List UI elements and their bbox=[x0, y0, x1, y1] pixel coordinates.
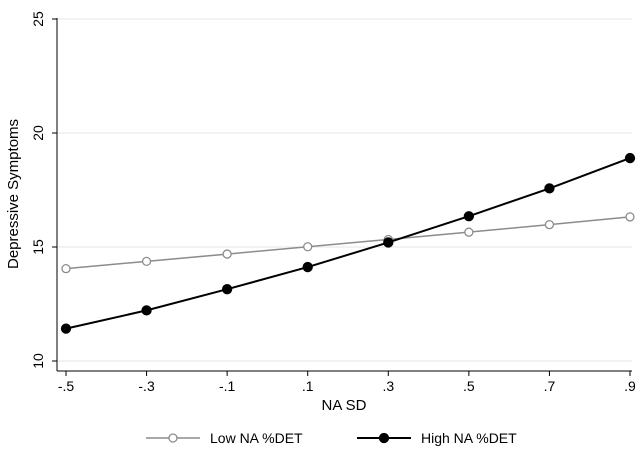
x-ticks: -.5 -.3 -.1 .1 .3 .5 .7 .9 bbox=[58, 371, 636, 394]
x-tick-label: -.3 bbox=[138, 378, 155, 394]
x-tick-label: -.5 bbox=[58, 378, 75, 394]
series-line bbox=[65, 216, 631, 270]
data-point bbox=[141, 256, 152, 267]
data-point bbox=[463, 211, 475, 222]
data-point bbox=[624, 152, 636, 164]
y-axis-title: Depressive Symptoms bbox=[5, 119, 22, 269]
data-point bbox=[303, 242, 313, 252]
legend-item-high: High NA %DET bbox=[357, 430, 517, 446]
legend-label: High NA %DET bbox=[421, 430, 517, 446]
gridlines bbox=[57, 18, 632, 362]
x-axis-title: NA SD bbox=[321, 397, 366, 414]
x-tick-label: .1 bbox=[302, 378, 314, 394]
data-point bbox=[544, 220, 555, 230]
data-point bbox=[302, 261, 313, 273]
y-ticks: 10 15 20 25 bbox=[30, 11, 57, 369]
x-tick-label: .7 bbox=[544, 378, 556, 394]
data-point bbox=[141, 305, 152, 316]
y-tick-label: 10 bbox=[30, 353, 46, 369]
series bbox=[60, 152, 636, 334]
legend-swatch-marker bbox=[378, 432, 390, 444]
x-tick-label: .9 bbox=[624, 378, 636, 394]
x-tick-label: .3 bbox=[382, 378, 394, 394]
legend-item-low: Low NA %DET bbox=[146, 430, 303, 446]
legend-label: Low NA %DET bbox=[210, 430, 303, 446]
series-high bbox=[60, 152, 636, 334]
data-point bbox=[464, 227, 474, 237]
legend-swatch-marker bbox=[168, 433, 178, 443]
axes bbox=[56, 18, 632, 372]
data-point bbox=[222, 249, 232, 259]
legend: Low NA %DET High NA %DET bbox=[146, 430, 517, 446]
y-tick-label: 25 bbox=[30, 11, 46, 27]
series-line bbox=[65, 157, 631, 330]
series-low bbox=[61, 212, 635, 274]
x-tick-label: .5 bbox=[463, 378, 475, 394]
y-tick-label: 15 bbox=[30, 239, 46, 255]
data-point bbox=[60, 323, 72, 334]
data-point bbox=[625, 212, 635, 222]
data-point bbox=[383, 237, 394, 248]
data-point bbox=[61, 264, 71, 274]
y-tick-label: 20 bbox=[30, 125, 46, 141]
data-point bbox=[221, 284, 233, 295]
data-point bbox=[544, 183, 555, 194]
x-tick-label: -.1 bbox=[219, 378, 236, 394]
